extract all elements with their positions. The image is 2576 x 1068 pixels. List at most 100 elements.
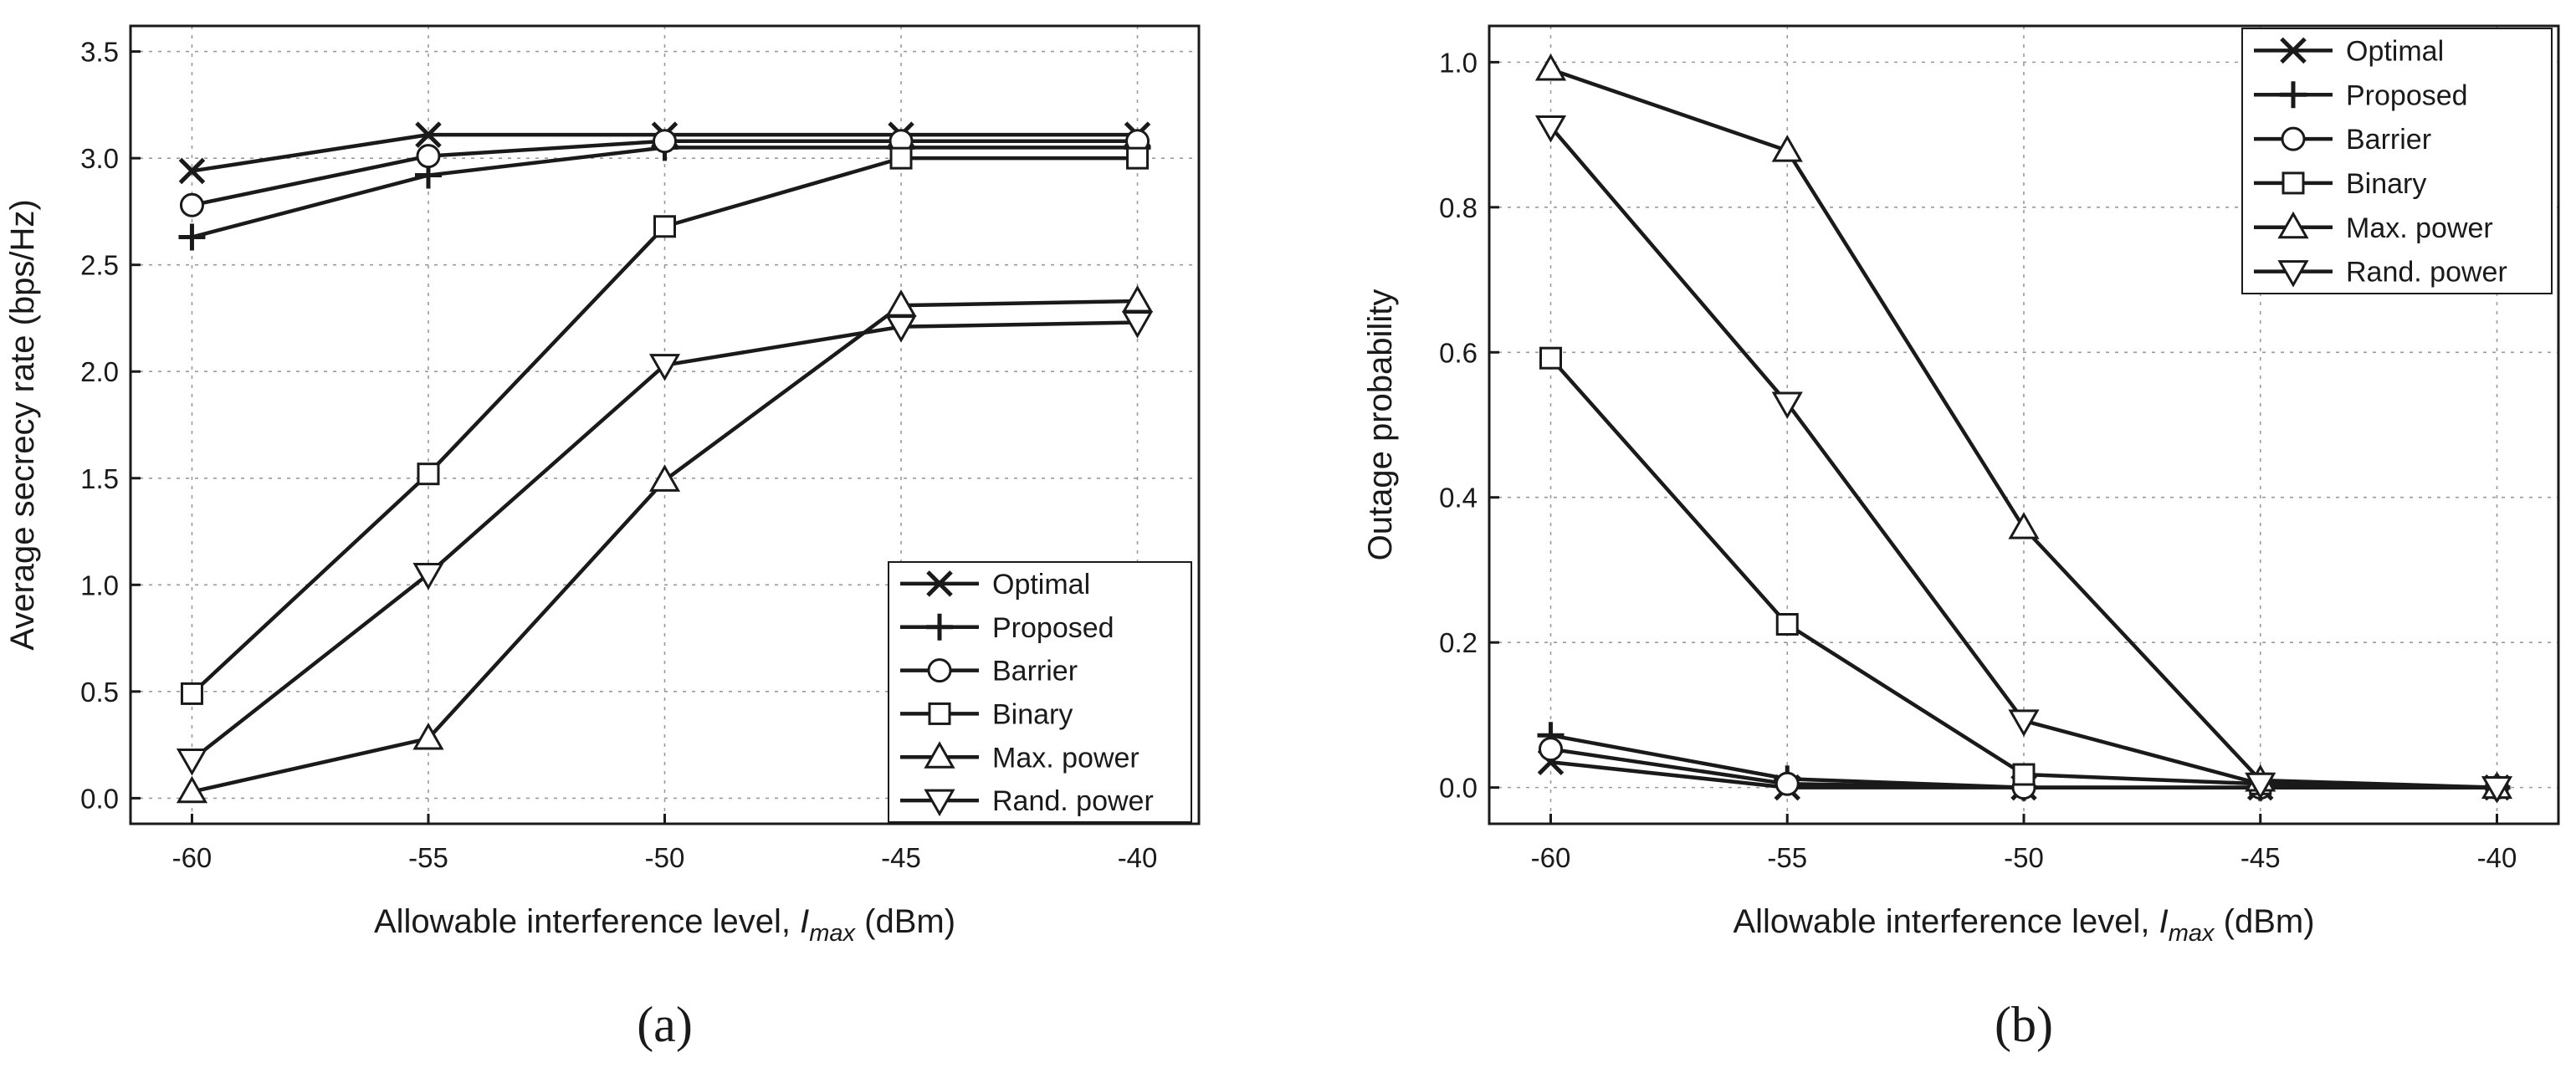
y-tick-label: 3.5	[80, 37, 119, 68]
legend-item: Proposed	[2254, 79, 2468, 111]
legend-label: Max. power	[992, 742, 1139, 774]
x-tick-label: -50	[2004, 842, 2044, 873]
data-point	[1121, 311, 1154, 339]
legend-item: Barrier	[2254, 124, 2431, 156]
legend-item: Binary	[900, 698, 1073, 730]
data-point	[412, 722, 444, 750]
y-tick-label: 2.5	[80, 250, 119, 281]
data-point	[412, 563, 444, 590]
data-point	[1121, 285, 1154, 313]
legend-label: Rand. power	[992, 785, 1154, 817]
series-markers-square	[180, 146, 1150, 705]
legend-item: Optimal	[2254, 35, 2444, 67]
x-tick-label: -60	[172, 842, 213, 873]
y-tick-label: 0.4	[1439, 483, 1477, 514]
y-tick-label: 0.0	[1439, 773, 1477, 804]
data-point	[2008, 709, 2040, 737]
legend-item: Proposed	[900, 612, 1114, 644]
y-tick-label: 2.0	[80, 356, 119, 387]
x-axis-title-symbol: I	[2159, 903, 2169, 940]
y-tick-label: 0.8	[1439, 192, 1477, 223]
x-tick-label: -50	[645, 842, 685, 873]
data-point	[2012, 763, 2036, 786]
legend-label: Max. power	[2346, 212, 2493, 244]
x-axis-title-prefix: Allowable interference level,	[1733, 903, 2159, 940]
data-point	[1539, 346, 1563, 370]
legend-item: Max. power	[900, 741, 1139, 774]
legend-label: Optimal	[2346, 35, 2444, 67]
legend-box	[2241, 28, 2553, 294]
x-axis-title: Allowable interference level, Imax (dBm)	[374, 903, 955, 947]
data-point	[1775, 771, 1800, 796]
legend-marker	[2281, 126, 2306, 151]
legend-box	[888, 561, 1192, 823]
legend-item: Barrier	[900, 656, 1078, 687]
x-tick-label: -40	[2477, 842, 2517, 873]
data-point	[648, 464, 681, 492]
x-axis-title-symbol: I	[800, 903, 809, 940]
data-point	[2245, 772, 2276, 800]
x-axis-title: Allowable interference level, Imax (dBm)	[1733, 903, 2314, 947]
data-point	[1539, 737, 1564, 762]
x-axis-title-suffix: (dBm)	[855, 903, 955, 940]
legend-label: Barrier	[992, 656, 1078, 687]
x-axis-title-subscript: max	[2169, 920, 2215, 947]
legend-marker	[2282, 171, 2305, 195]
legend-label: Proposed	[2346, 79, 2468, 111]
y-tick-label: 1.0	[1439, 47, 1477, 78]
y-tick-label: 0.5	[80, 677, 119, 708]
x-tick-label: -60	[1531, 842, 1571, 873]
legend-marker	[927, 658, 952, 683]
x-tick-label: -45	[2241, 842, 2281, 873]
legend-item: Max. power	[2254, 211, 2493, 244]
data-point	[1771, 391, 1803, 420]
y-tick-label: 0.2	[1439, 627, 1477, 658]
grid	[1489, 26, 2558, 824]
series-markers-triangle-up	[176, 285, 1154, 804]
data-point	[2481, 776, 2513, 804]
legend-marker	[2277, 211, 2309, 239]
data-point	[1534, 54, 1567, 81]
legend-marker	[926, 613, 953, 641]
legend-item: Rand. power	[2254, 257, 2507, 289]
panel-label: (b)	[1995, 997, 2053, 1052]
x-axis-title-suffix: (dBm)	[2215, 903, 2315, 940]
series-group	[176, 121, 1154, 804]
data-point	[416, 144, 441, 169]
x-tick-label: -45	[881, 842, 921, 873]
x-tick-label: -40	[1118, 842, 1158, 873]
data-point	[1126, 146, 1150, 170]
legend-marker	[924, 741, 955, 769]
legend-label: Barrier	[2346, 124, 2431, 156]
data-point	[178, 157, 206, 185]
legend-marker	[2277, 260, 2309, 288]
panel-b: -60 -55 -50 -45 -40 0.0 0.2 0.4 0.6 0.8 1.0 Optimal…	[1362, 24, 2560, 1052]
legend-marker	[928, 702, 951, 725]
panel-label: (a)	[637, 997, 693, 1052]
data-point	[176, 775, 208, 804]
x-axis-title-prefix: Allowable interference level,	[374, 903, 800, 940]
x-axis-title-subscript: max	[809, 920, 856, 947]
data-point	[417, 462, 440, 486]
y-tick-label: 0.0	[80, 783, 119, 814]
data-point	[180, 682, 203, 705]
data-point	[1775, 613, 1799, 636]
y-tick-label: 1.5	[80, 463, 119, 494]
series-markers-triangle-down	[1534, 115, 2513, 804]
data-point	[1534, 115, 1567, 143]
data-point	[176, 748, 208, 776]
series-markers-triangle-down	[176, 311, 1154, 776]
data-point	[2008, 512, 2040, 539]
data-point	[178, 223, 206, 251]
data-point	[885, 315, 917, 343]
y-tick-label: 1.0	[80, 570, 119, 600]
data-point	[885, 289, 917, 317]
legend: Optimal Proposed Barrier Binary Max. power Ra…	[2241, 28, 2553, 294]
data-point	[889, 146, 913, 170]
legend-item: Optimal	[900, 569, 1090, 600]
series-markers-circle	[179, 129, 1150, 217]
series-group	[1534, 54, 2513, 804]
legend-marker	[926, 570, 953, 597]
y-tick-label: 0.6	[1439, 337, 1477, 368]
legend-marker	[2280, 37, 2307, 64]
